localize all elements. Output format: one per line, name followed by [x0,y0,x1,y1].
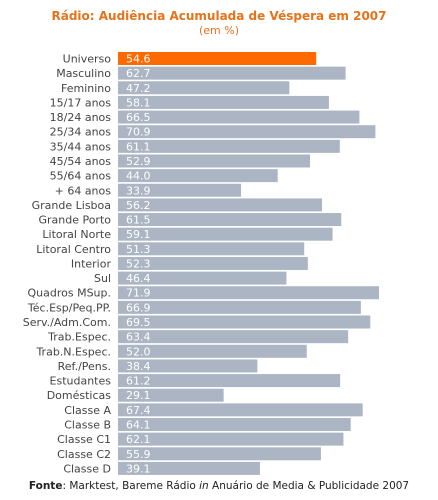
value-label: 46.4 [126,272,151,285]
category-label: Feminino [61,82,111,95]
bar-26 [118,418,351,431]
bar-13 [118,227,333,241]
bar-11 [118,198,323,212]
source-text: Marktest, Bareme Rádio [69,480,200,492]
value-label: 56.2 [126,199,151,212]
value-label: 29.1 [126,389,151,402]
bar-25 [118,403,363,417]
value-label: 63.4 [126,331,151,344]
value-label: 61.5 [126,214,151,227]
source-prefix: Fonte [28,480,63,492]
source-italic: in [199,480,209,492]
value-label: 39.1 [126,462,151,475]
value-label: 52.3 [126,257,151,270]
bar-3 [118,81,290,95]
bar-7 [118,139,340,153]
category-label: 18/24 anos [50,111,112,124]
bar-18 [118,300,361,314]
category-label: 35/44 anos [50,140,112,153]
bar-9 [118,169,278,183]
category-label: 45/54 anos [50,155,112,168]
bar-8 [118,154,311,168]
bar-19 [118,315,371,329]
category-label: Classe A [64,404,111,417]
value-label: 54.6 [126,53,151,66]
value-label: 38.4 [126,360,151,373]
category-label: Domésticas [47,389,112,402]
value-label: 58.1 [126,96,151,109]
bar-20 [118,330,349,344]
bar-22 [118,359,258,373]
category-label: 15/17 anos [50,96,112,109]
bar-16 [118,271,287,285]
chart-subtitle: (em %) [198,24,239,37]
chart-title: Rádio: Audiência Acumulada de Véspera em… [51,9,387,23]
category-label: Ref./Pens. [58,360,111,373]
source-separator: : [62,480,70,492]
value-label: 67.4 [126,404,151,417]
bar-24 [118,388,224,402]
value-label: 62.7 [126,67,151,80]
bar-21 [118,344,307,358]
value-label: 52.9 [126,155,151,168]
category-label: Classe D [63,462,111,475]
category-label: Classe B [64,419,111,432]
value-label: 70.9 [126,126,151,139]
value-label: 64.1 [126,419,151,432]
value-label: 33.9 [126,184,151,197]
bar-17 [118,286,379,300]
category-label: Grande Porto [38,214,111,227]
category-label: Trab.N.Espec. [35,345,111,358]
value-label: 61.2 [126,375,151,388]
bar-2 [118,66,346,80]
bar-10 [118,183,242,197]
category-label: Universo [63,53,112,66]
category-label: Classe C1 [57,433,111,446]
value-label: 66.9 [126,301,151,314]
category-label: Téc.Esp/Peq.PP. [27,301,111,314]
bar-14 [118,242,305,256]
bar-15 [118,256,308,270]
category-label: 25/34 anos [50,126,112,139]
value-label: 61.1 [126,140,151,153]
value-label: 52.0 [126,345,151,358]
category-label: Masculino [56,67,111,80]
value-label: 69.5 [126,316,151,329]
bar-chart: Universo 54.6 Masculino 62.7 Feminino 47.2 15/… [23,52,379,475]
source-text-2: Anuário de Media & Publicidade 2007 [208,480,410,492]
category-label: Litoral Centro [36,243,111,256]
value-label: 59.1 [126,228,151,241]
category-label: Litoral Norte [42,228,111,241]
category-label: Serv./Adm.Com. [23,316,111,329]
bar-5 [118,110,360,124]
source-note: Fonte: Marktest, Bareme Rádio in Anuário… [0,480,438,492]
bar-29 [118,461,260,475]
value-label: 44.0 [126,170,151,183]
category-label: Classe C2 [57,448,111,461]
category-label: Quadros MSup. [27,287,111,300]
category-label: Grande Lisboa [32,199,111,212]
category-label: + 64 anos [55,184,112,197]
category-label: Estudantes [50,375,112,388]
category-label: Interior [71,257,112,270]
bar-12 [118,213,342,227]
bar-23 [118,374,341,388]
category-label: Sul [94,272,111,285]
category-label: Trab.Espec. [47,331,111,344]
value-label: 55.9 [126,448,151,461]
value-label: 71.9 [126,287,151,300]
value-label: 62.1 [126,433,151,446]
bar-6 [118,125,376,139]
bar-4 [118,95,329,109]
value-label: 47.2 [126,82,151,95]
value-label: 51.3 [126,243,151,256]
bar-27 [118,432,344,446]
category-label: 55/64 anos [50,170,112,183]
value-label: 66.5 [126,111,151,124]
bar-28 [118,447,321,461]
bar-1 [118,52,317,65]
